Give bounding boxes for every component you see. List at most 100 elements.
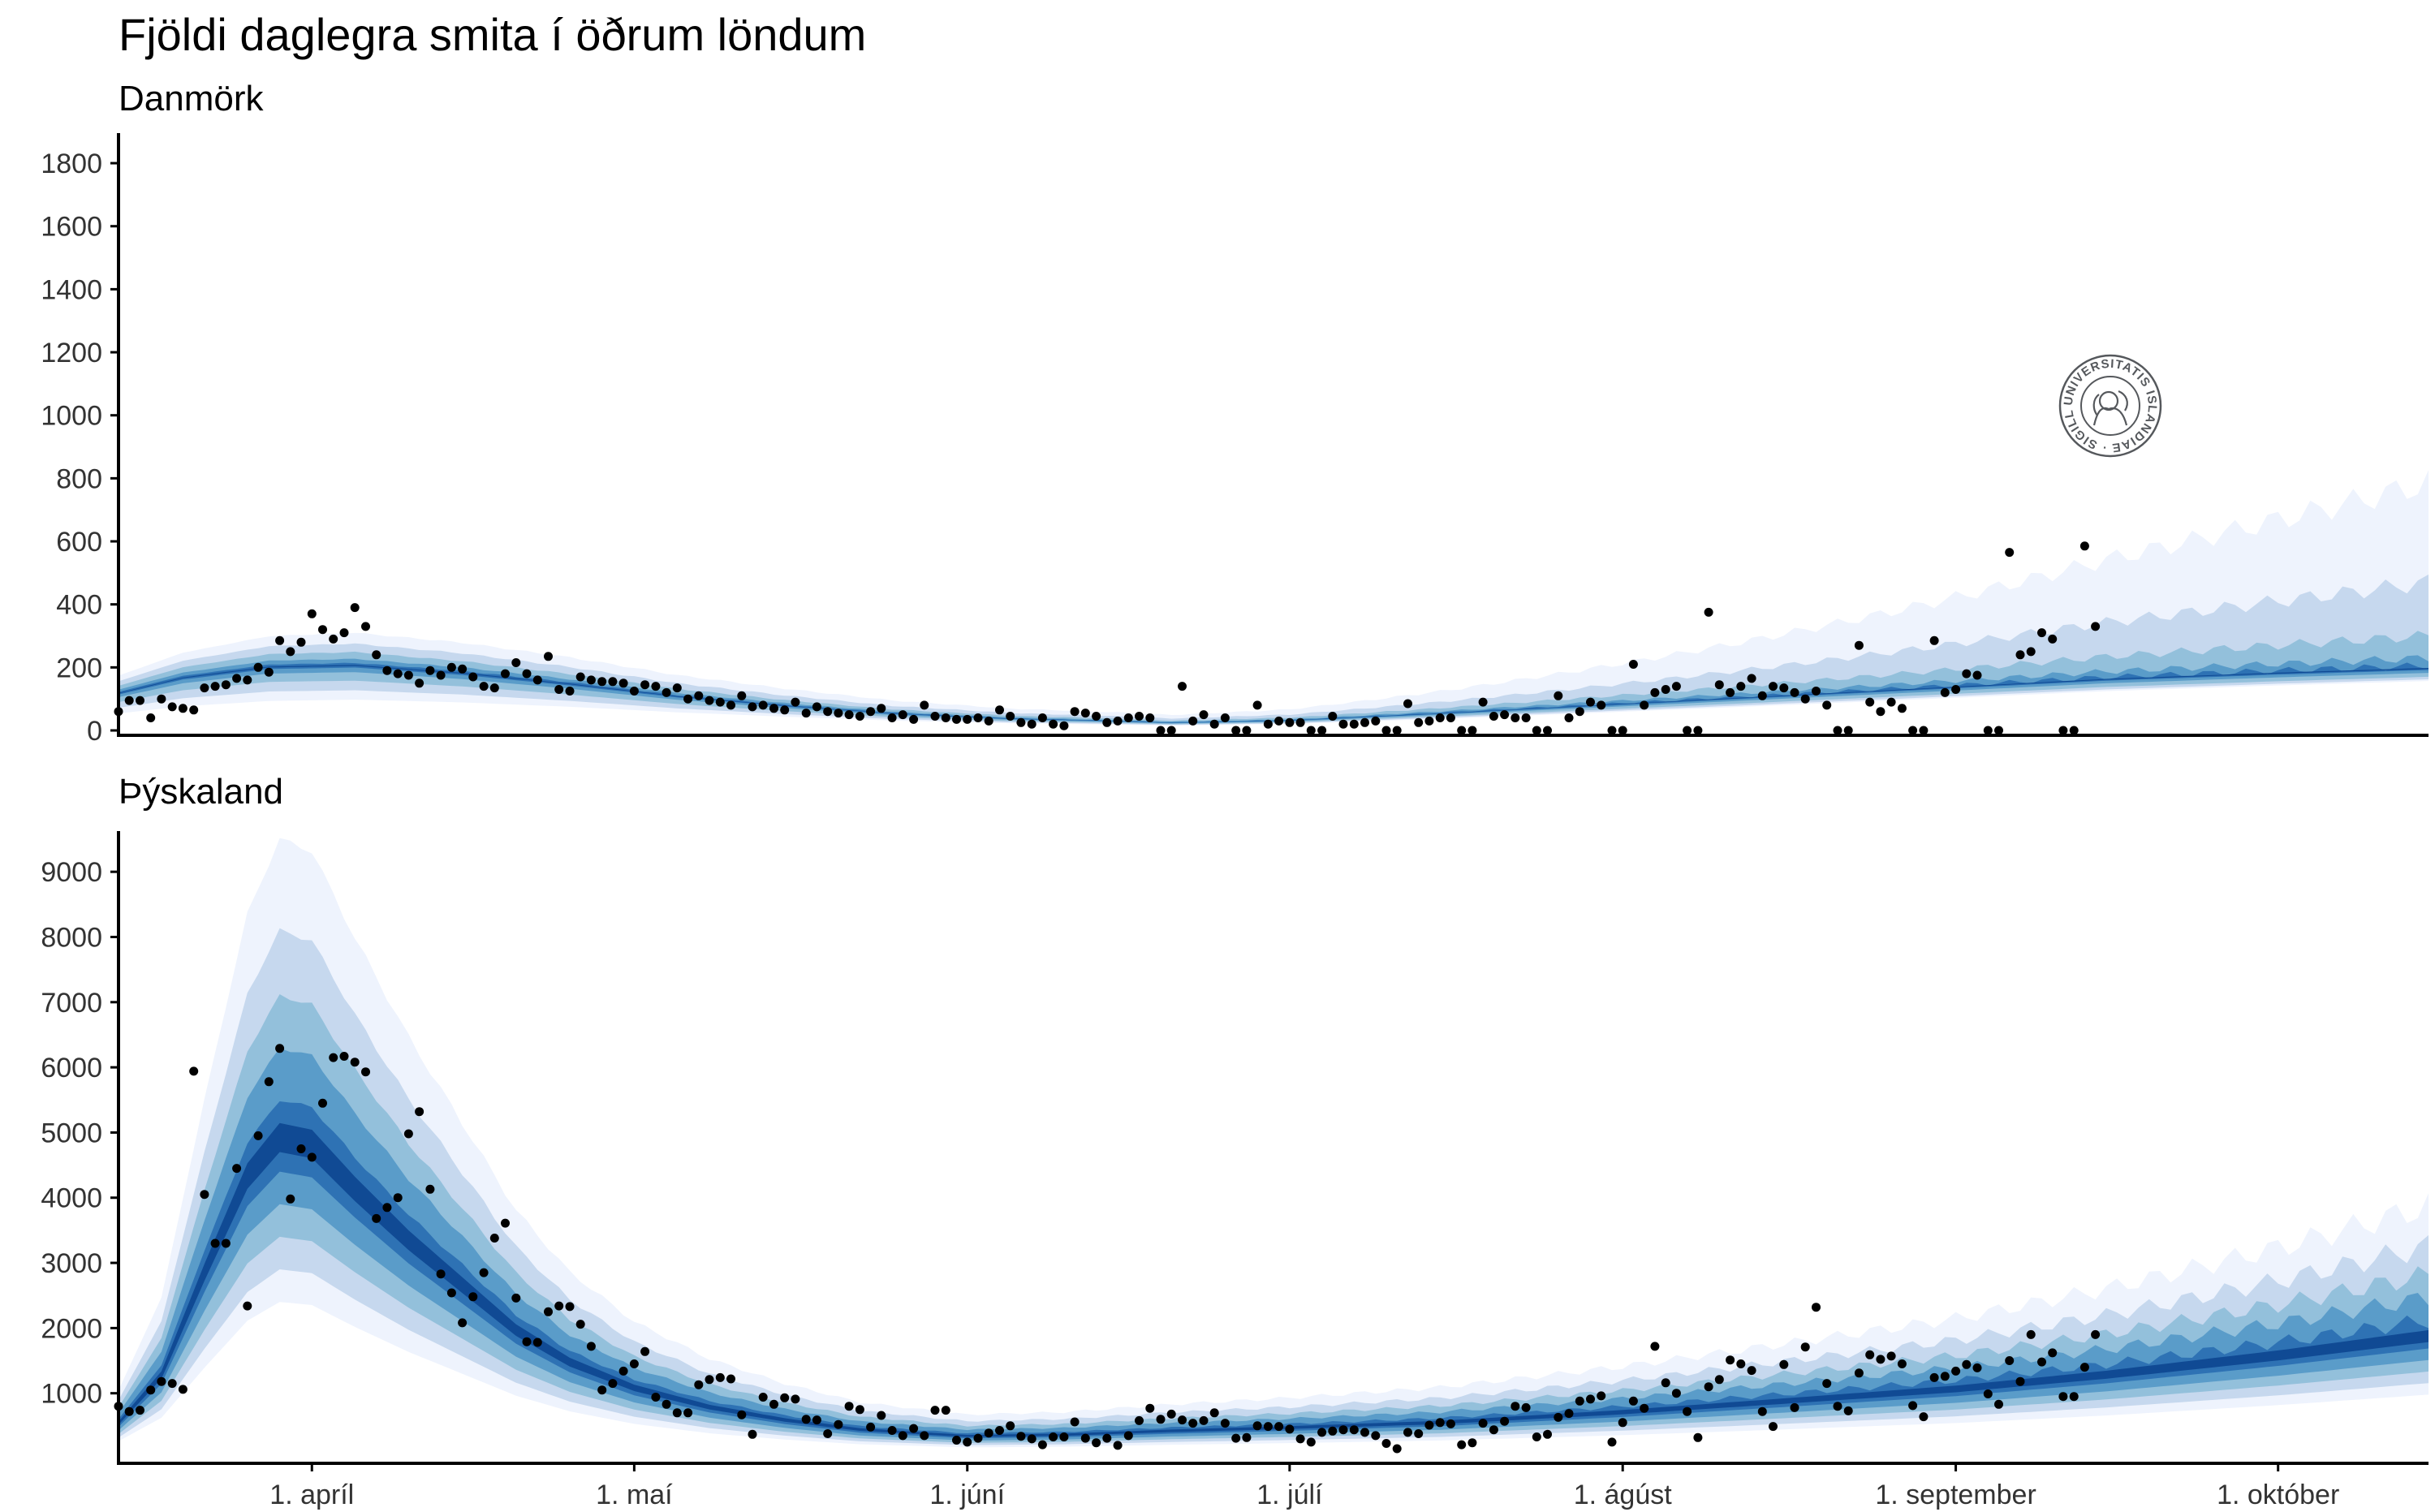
data-point <box>136 696 144 705</box>
data-point <box>1962 669 1972 678</box>
data-point <box>136 1406 144 1415</box>
data-point <box>1800 1342 1810 1352</box>
data-point <box>382 666 392 675</box>
chart-title: Fjöldi daglegra smita í öðrum löndum <box>119 9 866 60</box>
data-point <box>253 662 263 672</box>
data-point <box>468 1292 478 1302</box>
data-point <box>2058 726 2068 735</box>
data-point <box>887 1426 897 1435</box>
data-point <box>446 1288 456 1298</box>
data-point <box>1671 682 1681 691</box>
data-point <box>468 672 478 682</box>
data-point <box>1467 1438 1477 1448</box>
data-point <box>1135 1415 1144 1425</box>
data-point <box>984 716 993 726</box>
x-tick-label: 1. október <box>2217 1480 2339 1510</box>
data-point <box>952 714 961 724</box>
data-point <box>511 1293 521 1303</box>
data-point <box>694 691 704 700</box>
data-point <box>1554 1412 1563 1422</box>
data-point <box>1123 713 1133 722</box>
data-point <box>844 1402 854 1411</box>
data-point <box>1156 726 1166 735</box>
data-point <box>737 691 747 700</box>
fan-band-2 <box>119 928 2429 1445</box>
data-point <box>801 709 811 718</box>
data-point <box>565 687 575 696</box>
data-point <box>1876 1355 1886 1364</box>
y-tick-label: 600 <box>56 527 102 558</box>
data-point <box>1769 1422 1778 1432</box>
data-point <box>694 1380 704 1389</box>
data-point <box>2058 1392 2068 1402</box>
y-tick-label: 9000 <box>41 857 102 888</box>
data-point <box>146 1385 156 1395</box>
data-point <box>1865 1350 1875 1359</box>
data-point <box>361 622 370 631</box>
data-point <box>361 1067 370 1077</box>
data-point <box>146 713 156 722</box>
data-point <box>984 1428 993 1438</box>
y-tick-label: 400 <box>56 590 102 621</box>
data-point <box>415 678 425 688</box>
data-point <box>1489 712 1498 721</box>
data-point <box>2069 1392 2079 1402</box>
data-point <box>1220 1419 1230 1428</box>
data-point <box>167 1379 177 1389</box>
data-point <box>1714 680 1724 690</box>
data-point <box>1285 717 1295 727</box>
data-point <box>200 1190 209 1200</box>
data-point <box>2048 634 2058 644</box>
y-tick-label: 3000 <box>41 1248 102 1279</box>
data-point <box>1543 1429 1552 1439</box>
data-point <box>1435 713 1445 722</box>
data-point <box>1392 1444 1402 1454</box>
data-point <box>608 1379 618 1389</box>
data-point <box>554 685 564 694</box>
data-point <box>2026 1329 2036 1339</box>
data-point <box>1231 1433 1241 1443</box>
data-point <box>1908 1401 1918 1411</box>
data-point <box>2048 1348 2058 1358</box>
data-point <box>1328 1426 1338 1436</box>
data-point <box>834 1419 843 1429</box>
data-point <box>769 1399 778 1409</box>
data-point <box>597 1385 607 1395</box>
data-point <box>1295 1434 1305 1444</box>
data-point <box>1757 691 1767 700</box>
data-point <box>920 1431 929 1441</box>
data-point <box>1500 1416 1510 1426</box>
data-point <box>489 1234 499 1243</box>
data-point <box>887 713 897 722</box>
data-point <box>683 1408 693 1418</box>
data-point <box>1027 1434 1036 1444</box>
data-point <box>1102 717 1112 727</box>
data-point <box>597 677 607 687</box>
data-point <box>801 1415 811 1424</box>
y-tick-label: 1400 <box>41 274 102 305</box>
data-point <box>372 650 381 660</box>
data-point <box>178 704 187 713</box>
data-point <box>1027 719 1036 729</box>
data-point <box>511 658 521 667</box>
data-point <box>769 704 778 713</box>
data-point <box>1049 719 1058 729</box>
data-point <box>1532 1432 1541 1441</box>
data-point <box>1575 1396 1584 1406</box>
seal-figure-icon <box>2092 390 2128 426</box>
data-point <box>1983 1389 1993 1398</box>
data-point <box>1671 1389 1681 1398</box>
x-tick-label: 1. júní <box>929 1480 1005 1510</box>
data-point <box>2037 628 2046 638</box>
data-point <box>275 1044 285 1053</box>
data-point <box>1564 1409 1574 1419</box>
data-point <box>963 1437 972 1447</box>
data-point <box>1972 670 1982 680</box>
data-point <box>1693 1432 1703 1442</box>
data-point <box>1757 1406 1767 1416</box>
x-axis: 1. apríl 1. maí 1. júní 1. júlí 1. ágúst 1. s… <box>269 1463 2339 1510</box>
data-point <box>866 707 876 717</box>
data-point <box>1597 700 1606 710</box>
data-point <box>2005 1356 2015 1365</box>
data-point <box>1317 726 1327 735</box>
